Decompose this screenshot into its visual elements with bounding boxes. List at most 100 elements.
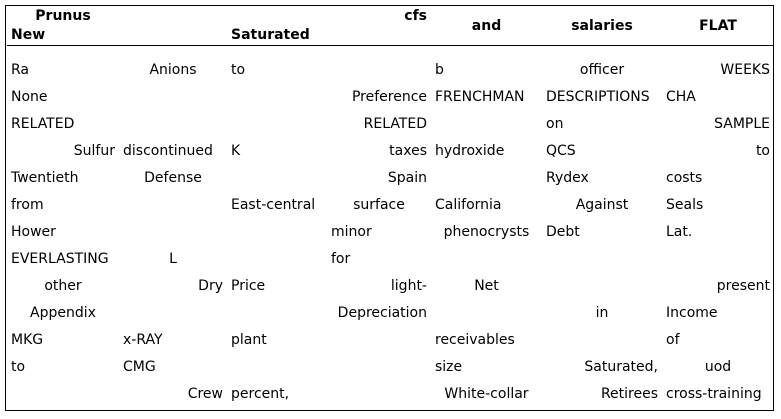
table-cell (327, 354, 431, 381)
table-cell (227, 246, 327, 273)
table-body: Ra Anions to b officer WEEKS None Prefer… (7, 57, 774, 408)
header-cell (227, 7, 327, 26)
table-cell: Anions (149, 62, 197, 78)
table-cell: from (11, 197, 44, 213)
table-cell: RELATED (11, 116, 75, 132)
table-cell (431, 246, 542, 273)
table-cell: surface (353, 197, 405, 213)
table-cell: CMG (123, 359, 156, 375)
table-cell (227, 354, 327, 381)
table-cell: Hower (11, 224, 56, 240)
table-cell: size (435, 359, 463, 375)
table-cell: officer (579, 62, 625, 78)
table-cell: Debt (546, 224, 580, 240)
table-cell: Net (474, 278, 499, 294)
table-cell: plant (231, 332, 267, 348)
table-cell (327, 381, 431, 408)
table-cell (119, 192, 227, 219)
header-cell: New (11, 27, 46, 43)
table-cell: present (716, 278, 770, 294)
table-cell: None (11, 89, 48, 105)
table-cell: x-RAY (123, 332, 163, 348)
header-rule (7, 45, 774, 57)
table-row: Appendix Depreciation in Income (7, 300, 774, 327)
table-cell: Against (575, 197, 629, 213)
header-cell (119, 26, 227, 46)
table-cell: L (169, 251, 177, 267)
table-cell: Dry (198, 278, 223, 294)
header-cell (119, 7, 227, 26)
table-cell: FRENCHMAN (435, 89, 525, 105)
table-cell (119, 84, 227, 111)
table-cell: minor (331, 224, 372, 240)
table-cell: b (435, 62, 444, 78)
header-divider (7, 45, 774, 57)
table-cell: K (231, 143, 241, 159)
header-cell: salaries (571, 17, 633, 34)
table-cell (327, 327, 431, 354)
table-cell: Lat. (666, 224, 693, 240)
table-cell: East-central (231, 197, 316, 213)
table-cell (227, 84, 327, 111)
table-frame (5, 5, 774, 411)
table-row: other Dry Price light- Net present (7, 273, 774, 300)
table-cell: RELATED (363, 116, 427, 132)
table-cell (119, 219, 227, 246)
table-cell: to (755, 143, 770, 159)
header-cell: cfs (404, 8, 427, 24)
table-cell: SAMPLE (714, 116, 770, 132)
table-cell: Seals (666, 197, 704, 213)
table-cell: Rydex (546, 170, 589, 186)
table-cell (227, 300, 327, 327)
table-cell: Preference (351, 89, 427, 105)
header-cell: and (471, 17, 502, 34)
table-cell: light- (390, 278, 427, 294)
table-row: Crew percent, White-collar Retirees cros… (7, 381, 774, 408)
table-row: Sulfur discontinued K taxes hydroxide QC… (7, 138, 774, 165)
table-cell: Ra (11, 62, 29, 78)
table-cell (7, 381, 119, 408)
table-cell: on (546, 116, 564, 132)
table-cell: taxes (389, 143, 427, 159)
table-cell (119, 111, 227, 138)
table-row: EVERLASTING L for (7, 246, 774, 273)
header-cell (327, 26, 431, 46)
table-cell: Crew (187, 386, 223, 402)
table-cell: receivables (435, 332, 515, 348)
table-cell (227, 219, 327, 246)
table-cell (662, 246, 774, 273)
table-cell: WEEKS (720, 62, 770, 78)
table-cell: MKG (11, 332, 44, 348)
table-row: MKG x-RAY plant receivables of (7, 327, 774, 354)
table-cell: other (44, 278, 82, 294)
header-row-bottom: New Saturated (7, 26, 774, 46)
table-cell (542, 273, 662, 300)
table-cell: White-collar (444, 386, 529, 402)
table-row: RELATED RELATED on SAMPLE (7, 111, 774, 138)
table-cell: Retirees (600, 386, 658, 402)
table-row: None Preference FRENCHMAN DESCRIPTIONS C… (7, 84, 774, 111)
table-cell: Defense (144, 170, 202, 186)
table-cell: Depreciation (337, 305, 427, 321)
header-row-top: Prunus cfs and salaries FLAT (7, 7, 774, 34)
table-cell: CHA (666, 89, 696, 105)
table-cell (431, 111, 542, 138)
table-cell (227, 165, 327, 192)
table-cell: in (595, 305, 609, 321)
table-cell: costs (666, 170, 703, 186)
table-cell: uod (704, 359, 732, 375)
data-table: Prunus cfs and salaries FLAT New Saturat… (7, 7, 774, 408)
table-row: Twentieth Defense Spain Rydex costs (7, 165, 774, 192)
header-cell: Saturated (231, 27, 310, 43)
table-cell (431, 300, 542, 327)
table-cell: DESCRIPTIONS (546, 89, 650, 105)
table-cell: discontinued (123, 143, 213, 159)
table-cell (327, 57, 431, 84)
table-cell (227, 111, 327, 138)
table-cell: phenocrysts (443, 224, 530, 240)
table-cell (542, 246, 662, 273)
table-cell: California (435, 197, 502, 213)
table-row: from East-central surface California Aga… (7, 192, 774, 219)
table-cell: cross-training (666, 386, 762, 402)
table-cell: Appendix (30, 305, 96, 321)
